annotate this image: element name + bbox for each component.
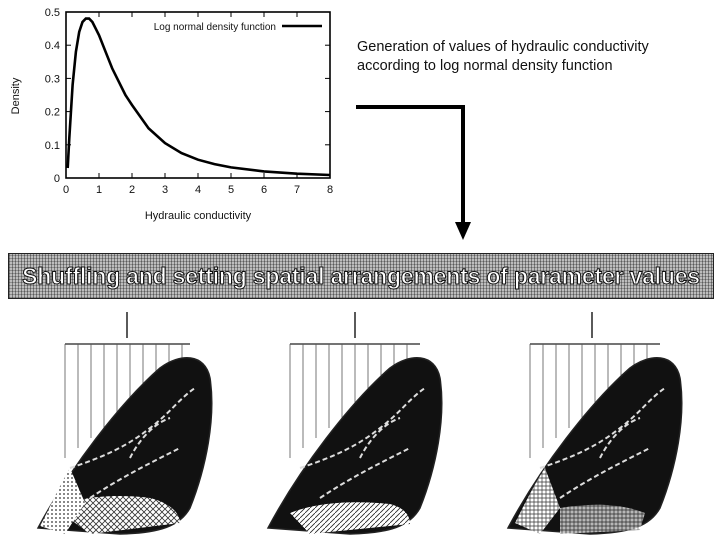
y-tick-label: 0.1 bbox=[45, 140, 60, 152]
x-tick-label: 3 bbox=[162, 184, 168, 196]
boundary-lines bbox=[69, 387, 196, 499]
hatched-zone bbox=[515, 468, 560, 534]
hatched-zone bbox=[290, 502, 410, 534]
spatial-map-1 bbox=[36, 343, 213, 535]
description-line-1: Generation of values of hydraulic conduc… bbox=[357, 39, 649, 55]
process-description: Generation of values of hydraulic conduc… bbox=[357, 38, 717, 76]
y-tick-label: 0.3 bbox=[45, 73, 60, 85]
boundary-lines bbox=[299, 387, 426, 499]
legend: Log normal density function bbox=[154, 22, 322, 33]
y-tick-label: 0.2 bbox=[45, 107, 60, 119]
spatial-map-3 bbox=[506, 343, 683, 535]
arrow-head bbox=[455, 222, 471, 240]
description-line-2: according to log normal density function bbox=[357, 58, 613, 74]
dotted-zone bbox=[40, 468, 85, 534]
x-tick-label: 6 bbox=[261, 184, 267, 196]
banner-text: Shuffling and setting spatial arrangemen… bbox=[22, 262, 701, 289]
arrow-line bbox=[356, 105, 465, 225]
x-tick-label: 0 bbox=[63, 184, 69, 196]
x-tick-label: 1 bbox=[96, 184, 102, 196]
y-axis-label: Density bbox=[10, 77, 22, 114]
x-tick-label: 4 bbox=[195, 184, 201, 196]
x-tick-label: 5 bbox=[228, 184, 234, 196]
x-tick-label: 8 bbox=[327, 184, 333, 196]
density-chart: 0 1 2 3 4 5 6 7 8 0 0.1 0.2 0.3 0.4 0.5 Density Hydrau… bbox=[10, 7, 333, 222]
plot-box bbox=[65, 11, 331, 179]
column-grid bbox=[289, 343, 420, 458]
column-grid bbox=[529, 343, 660, 458]
dotted-zone bbox=[560, 504, 645, 534]
process-banner: Shuffling and setting spatial arrangemen… bbox=[8, 253, 714, 299]
plot-frame bbox=[65, 11, 331, 179]
tick-labels: 0 1 2 3 4 5 6 7 8 0 0.1 0.2 0.3 0.4 0.5 bbox=[45, 7, 333, 196]
y-tick-label: 0.4 bbox=[45, 40, 60, 52]
density-curve bbox=[66, 17, 331, 177]
legend-label: Log normal density function bbox=[154, 22, 276, 33]
y-tick-label: 0 bbox=[54, 173, 60, 185]
x-tick-label: 2 bbox=[129, 184, 135, 196]
boundary-lines bbox=[539, 387, 666, 499]
x-tick-label: 7 bbox=[294, 184, 300, 196]
spatial-map-2 bbox=[266, 343, 443, 535]
y-tick-label: 0.5 bbox=[45, 7, 60, 19]
x-axis-label: Hydraulic conductivity bbox=[145, 210, 252, 222]
hatched-zone bbox=[55, 496, 180, 534]
